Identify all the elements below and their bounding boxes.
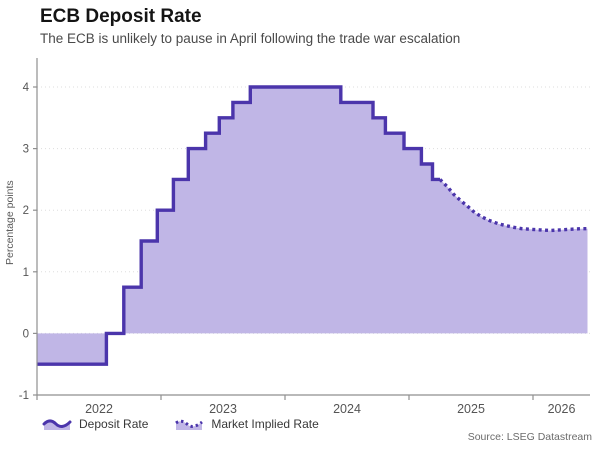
plot-svg: -1 0 1 2 3 4 2022 2023 2024 2025 2026 xyxy=(19,58,590,416)
dotted-line-area-icon xyxy=(175,419,204,430)
legend-label: Deposit Rate xyxy=(79,417,149,431)
legend: Deposit Rate Market Implied Rate xyxy=(42,417,319,431)
y-tick-label: 2 xyxy=(23,205,29,217)
legend-item-market-implied-rate: Market Implied Rate xyxy=(174,417,319,431)
x-tick-label: 2023 xyxy=(209,402,237,416)
x-tick-label: 2022 xyxy=(85,402,113,416)
solid-line-area-icon xyxy=(42,419,72,430)
legend-label: Market Implied Rate xyxy=(211,417,319,431)
series-line-solid xyxy=(37,85,440,366)
source-attribution: Source: LSEG Datastream xyxy=(467,431,592,443)
y-tick-label: 3 xyxy=(23,144,29,156)
series-line-dotted xyxy=(438,178,588,233)
area-fill xyxy=(37,87,588,365)
legend-item-deposit-rate: Deposit Rate xyxy=(42,417,148,431)
x-tick-label: 2024 xyxy=(333,402,361,416)
y-tick-label: -1 xyxy=(19,390,29,402)
y-tick-label: 1 xyxy=(23,267,29,279)
chart-subtitle: The ECB is unlikely to pause in April fo… xyxy=(40,31,461,46)
y-tick-label: 4 xyxy=(23,82,30,94)
page-title: ECB Deposit Rate xyxy=(40,6,202,27)
y-tick-label: 0 xyxy=(23,328,29,340)
x-tick-label: 2026 xyxy=(548,402,576,416)
x-tick-label: 2025 xyxy=(457,402,485,416)
